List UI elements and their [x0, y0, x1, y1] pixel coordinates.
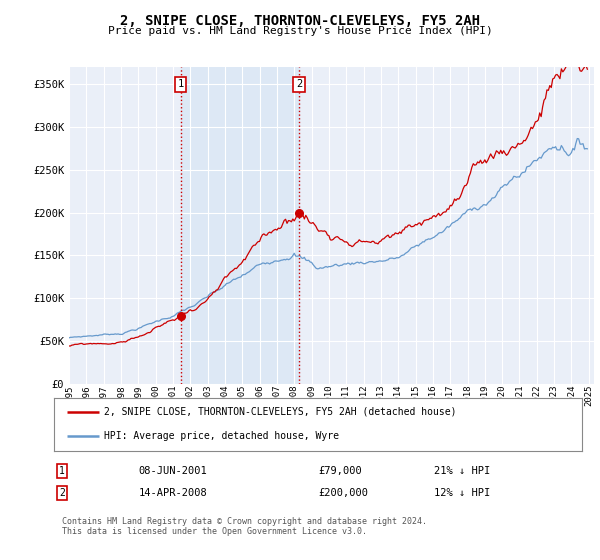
Text: 21% ↓ HPI: 21% ↓ HPI: [434, 466, 490, 476]
Text: 08-JUN-2001: 08-JUN-2001: [139, 466, 207, 476]
Bar: [181, 67, 299, 384]
Text: 2, SNIPE CLOSE, THORNTON-CLEVELEYS, FY5 2AH (detached house): 2, SNIPE CLOSE, THORNTON-CLEVELEYS, FY5 …: [104, 407, 457, 417]
Text: 12% ↓ HPI: 12% ↓ HPI: [434, 488, 490, 498]
Text: 1: 1: [178, 80, 184, 89]
Text: £79,000: £79,000: [318, 466, 362, 476]
Text: 14-APR-2008: 14-APR-2008: [139, 488, 207, 498]
Text: 1: 1: [59, 466, 65, 476]
Text: 2, SNIPE CLOSE, THORNTON-CLEVELEYS, FY5 2AH: 2, SNIPE CLOSE, THORNTON-CLEVELEYS, FY5 …: [120, 14, 480, 28]
Text: Contains HM Land Registry data © Crown copyright and database right 2024.
This d: Contains HM Land Registry data © Crown c…: [62, 516, 427, 536]
Text: 2: 2: [296, 80, 302, 89]
Text: £200,000: £200,000: [318, 488, 368, 498]
Text: HPI: Average price, detached house, Wyre: HPI: Average price, detached house, Wyre: [104, 431, 339, 441]
Text: 2: 2: [59, 488, 65, 498]
Text: Price paid vs. HM Land Registry's House Price Index (HPI): Price paid vs. HM Land Registry's House …: [107, 26, 493, 36]
